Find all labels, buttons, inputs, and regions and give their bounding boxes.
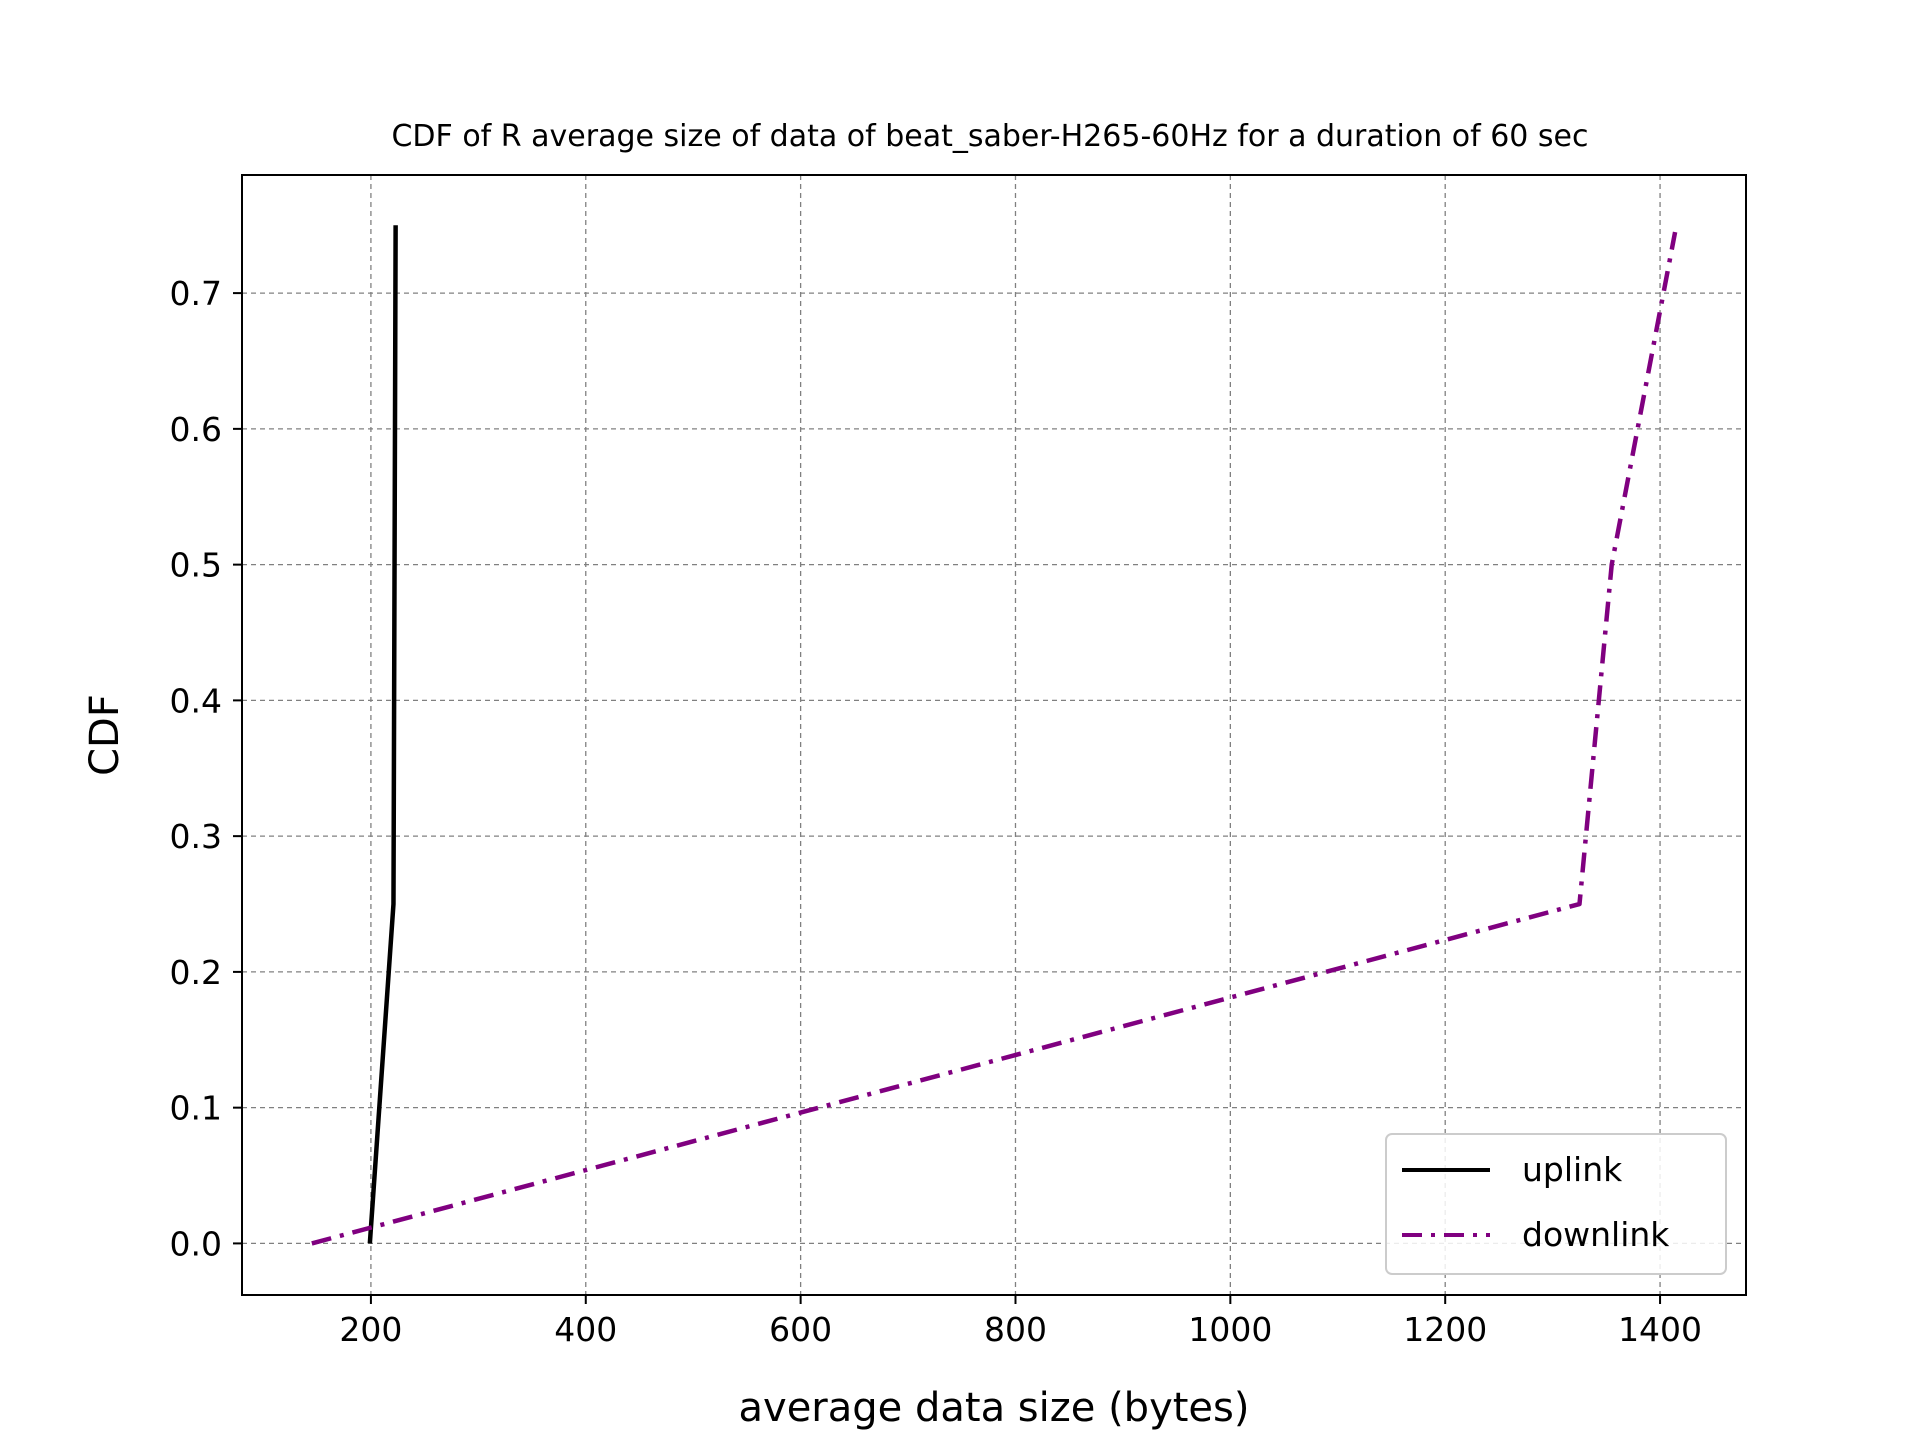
y-tick-label: 0.0 <box>170 1224 222 1263</box>
y-axis-ticks: 0.0 0.1 0.2 0.3 0.4 0.5 0.6 0.7 <box>170 274 242 1263</box>
y-tick-label: 0.2 <box>170 953 222 992</box>
x-tick-label: 400 <box>554 1310 617 1349</box>
x-tick-label: 600 <box>769 1310 832 1349</box>
chart-title: CDF of R average size of data of beat_sa… <box>391 119 1588 154</box>
y-tick-label: 0.1 <box>170 1089 222 1128</box>
series-line-uplink <box>367 225 398 1244</box>
x-tick-label: 200 <box>339 1310 402 1349</box>
y-tick-label: 0.6 <box>170 410 222 449</box>
legend-label-uplink: uplink <box>1522 1150 1623 1189</box>
series-line-downlink <box>311 231 1678 1246</box>
plot-frame <box>241 174 1747 1296</box>
plot-area <box>242 175 1746 1295</box>
legend: uplink downlink <box>1385 1133 1727 1275</box>
x-tick-label: 1400 <box>1618 1310 1702 1349</box>
x-tick-label: 800 <box>984 1310 1047 1349</box>
x-tick-label: 1200 <box>1403 1310 1487 1349</box>
y-tick-label: 0.7 <box>170 274 222 313</box>
x-axis-ticks: 200 400 600 800 1000 1200 1400 <box>339 1295 1702 1349</box>
y-tick-label: 0.4 <box>170 681 222 720</box>
y-tick-label: 0.5 <box>170 546 222 585</box>
y-tick-label: 0.3 <box>170 817 222 856</box>
legend-label-downlink: downlink <box>1522 1215 1670 1254</box>
y-axis-label: CDF <box>82 694 128 776</box>
series-layer <box>311 225 1678 1246</box>
x-tick-label: 1000 <box>1188 1310 1272 1349</box>
x-axis-label: average data size (bytes) <box>739 1385 1250 1431</box>
